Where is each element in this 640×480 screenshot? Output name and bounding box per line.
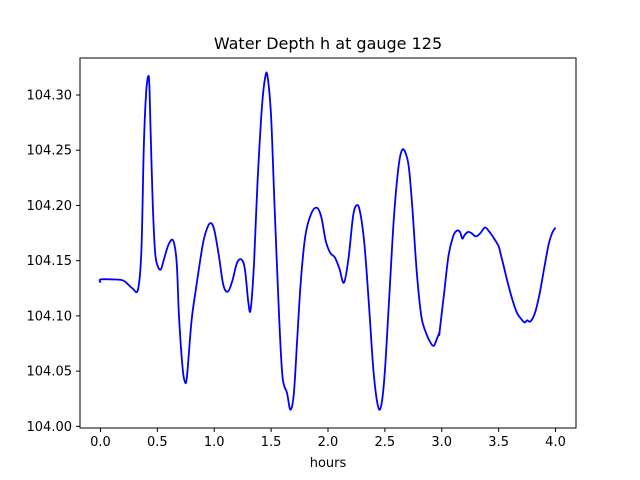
x-tick-label: 0.5 [147,435,168,450]
plot-frame [79,57,577,429]
y-tick-label: 104.10 [27,309,73,324]
x-tick-label: 1.5 [261,435,282,450]
x-tick-label: 0.0 [90,435,111,450]
y-tick-label: 104.15 [27,254,73,269]
y-axis: 104.00 104.05 104.10 104.15 104.20 104.25 104.… [27,89,80,435]
y-tick-label: 104.00 [27,420,73,435]
y-tick-label: 104.25 [27,144,73,159]
y-tick-label: 104.30 [27,89,73,104]
x-tick-label: 3.5 [488,435,509,450]
x-tick-label: 2.0 [318,435,339,450]
y-tick-label: 104.05 [27,365,73,380]
series-line [98,71,557,411]
x-axis-label: hours [310,456,347,471]
x-tick-label: 3.0 [431,435,452,450]
series-layer [98,71,557,411]
y-tick-label: 104.20 [27,199,73,214]
x-axis: 0.0 0.5 1.0 1.5 2.0 2.5 3.0 3.5 4.0 [90,428,566,450]
x-tick-label: 2.5 [375,435,396,450]
x-tick-label: 1.0 [204,435,225,450]
plot-area [80,58,576,428]
chart-title: Water Depth h at gauge 125 [214,34,442,53]
x-tick-label: 4.0 [545,435,566,450]
